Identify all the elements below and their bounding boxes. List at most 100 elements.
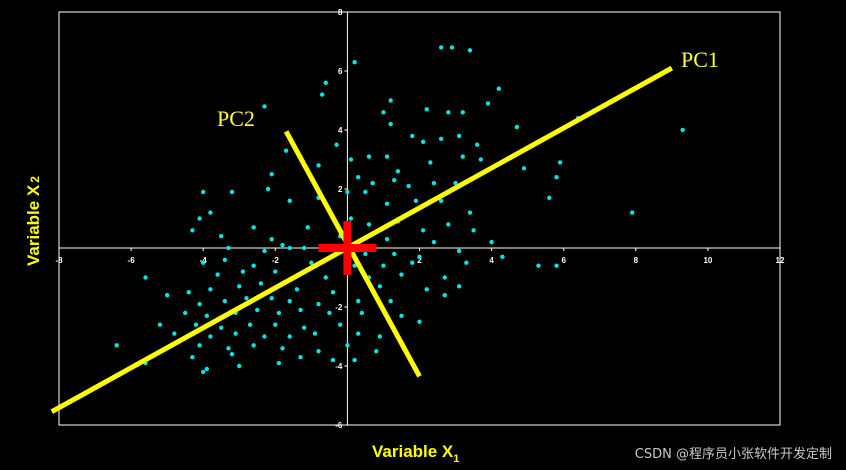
data-point bbox=[197, 301, 202, 307]
data-point bbox=[399, 272, 404, 277]
data-point bbox=[330, 290, 336, 295]
data-point bbox=[547, 195, 552, 201]
data-point bbox=[164, 293, 170, 298]
data-point bbox=[557, 160, 563, 165]
x-tick-label: -2 bbox=[272, 256, 280, 265]
data-point bbox=[240, 269, 246, 274]
data-point bbox=[428, 160, 433, 165]
data-point bbox=[413, 198, 419, 203]
data-point bbox=[208, 287, 213, 292]
data-point bbox=[384, 154, 390, 159]
data-point bbox=[190, 228, 195, 233]
data-point bbox=[370, 180, 375, 186]
y-tick-label: 6 bbox=[338, 67, 343, 76]
pc2-line bbox=[283, 130, 422, 378]
x-axis-title: Variable X1 bbox=[372, 442, 459, 465]
data-point bbox=[283, 148, 289, 153]
data-point bbox=[366, 222, 372, 227]
x-tick-label: 8 bbox=[634, 256, 639, 265]
data-point bbox=[460, 110, 465, 115]
data-point bbox=[237, 284, 242, 289]
data-point bbox=[309, 260, 314, 265]
data-point bbox=[157, 322, 163, 327]
data-point bbox=[323, 275, 328, 280]
data-point bbox=[269, 236, 274, 242]
x-tick-label: 10 bbox=[703, 256, 712, 265]
data-point bbox=[182, 310, 188, 316]
data-point bbox=[251, 225, 256, 230]
data-point bbox=[471, 228, 476, 233]
data-point bbox=[456, 133, 462, 139]
watermark: CSDN @程序员小张软件开发定制 bbox=[634, 447, 832, 462]
data-point bbox=[280, 346, 285, 351]
data-point bbox=[680, 127, 685, 133]
data-point bbox=[446, 222, 451, 227]
data-point bbox=[287, 198, 292, 203]
data-point bbox=[233, 331, 238, 336]
data-point bbox=[247, 322, 253, 327]
data-point bbox=[287, 334, 292, 339]
data-point bbox=[352, 263, 357, 268]
data-point bbox=[190, 354, 195, 360]
data-point bbox=[276, 310, 282, 316]
data-point bbox=[327, 310, 332, 316]
x-tick-label: 12 bbox=[776, 256, 785, 265]
data-point bbox=[208, 210, 213, 215]
data-point bbox=[359, 310, 365, 316]
data-point bbox=[273, 322, 278, 327]
x-tick-label: -8 bbox=[55, 256, 63, 265]
data-point bbox=[226, 346, 231, 351]
data-point bbox=[348, 157, 354, 162]
data-point bbox=[410, 133, 415, 139]
data-point bbox=[384, 236, 390, 242]
data-point bbox=[201, 369, 206, 375]
data-point bbox=[352, 357, 357, 363]
y-tick-label: 8 bbox=[338, 8, 343, 17]
pc2-label: PC2 bbox=[217, 106, 255, 131]
data-point bbox=[262, 248, 267, 254]
data-point bbox=[251, 263, 256, 268]
data-point bbox=[449, 45, 455, 50]
data-point bbox=[356, 298, 361, 304]
data-point bbox=[265, 186, 271, 192]
data-point bbox=[377, 334, 383, 339]
y-tick-label: -6 bbox=[335, 421, 343, 430]
data-point bbox=[500, 254, 505, 260]
data-point bbox=[446, 110, 451, 115]
data-point bbox=[442, 293, 447, 298]
data-point bbox=[345, 189, 350, 195]
data-point bbox=[388, 298, 393, 304]
data-point bbox=[197, 343, 202, 348]
data-point bbox=[143, 275, 148, 280]
data-point bbox=[273, 269, 278, 274]
data-point bbox=[381, 263, 386, 268]
data-point bbox=[431, 239, 437, 245]
data-point bbox=[219, 234, 224, 239]
data-point bbox=[514, 124, 520, 130]
data-point bbox=[456, 284, 462, 289]
x-tick-label: -6 bbox=[128, 256, 136, 265]
data-point bbox=[438, 45, 444, 50]
data-point bbox=[377, 284, 383, 289]
y-tick-label: -4 bbox=[335, 362, 343, 371]
data-point bbox=[420, 139, 426, 144]
centroid-bar-vertical bbox=[343, 221, 352, 275]
data-point bbox=[287, 245, 292, 251]
data-point bbox=[316, 163, 321, 168]
data-point bbox=[197, 216, 202, 221]
data-point bbox=[460, 154, 465, 159]
data-point bbox=[237, 363, 242, 369]
data-point bbox=[294, 287, 300, 292]
data-point bbox=[420, 228, 426, 233]
data-point bbox=[298, 307, 303, 313]
data-point bbox=[395, 169, 401, 174]
data-point bbox=[356, 331, 361, 336]
data-point bbox=[269, 295, 274, 301]
x-tick-label: 4 bbox=[489, 256, 494, 265]
data-point bbox=[334, 142, 339, 147]
data-point bbox=[114, 343, 119, 348]
data-point bbox=[222, 257, 228, 262]
data-point bbox=[348, 216, 354, 221]
data-point bbox=[352, 59, 357, 65]
